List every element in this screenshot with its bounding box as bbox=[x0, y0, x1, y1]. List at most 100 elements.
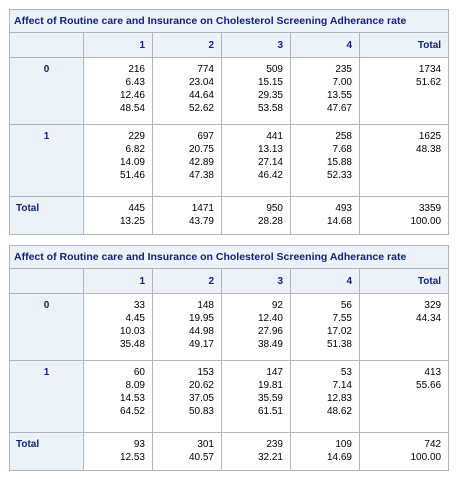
table-cell: 216 6.43 12.46 48.54 bbox=[83, 57, 153, 125]
cell-value: 51.38 bbox=[326, 339, 352, 350]
cell-value: 27.14 bbox=[257, 157, 283, 168]
column-header: 4 bbox=[290, 32, 360, 58]
table-row: 1 60 8.09 14.53 64.52 153 20.62 37.05 50.83 147 19… bbox=[9, 360, 450, 433]
cell-value: 15.88 bbox=[326, 157, 352, 168]
table-cell: 229 6.82 14.09 51.46 bbox=[83, 124, 153, 197]
table-cell: 509 15.15 29.35 53.58 bbox=[221, 57, 291, 125]
cell-value: 15.15 bbox=[257, 77, 283, 88]
cell-value: 53.58 bbox=[257, 103, 283, 114]
cell-value: 55.66 bbox=[416, 380, 442, 391]
column-header: 3 bbox=[221, 32, 291, 58]
cell-value: 23.04 bbox=[188, 77, 214, 88]
cell-value: 44.98 bbox=[188, 326, 214, 337]
cell-value: 44.34 bbox=[416, 313, 442, 324]
cell-value: 147 bbox=[266, 367, 283, 378]
cell-value: 7.00 bbox=[332, 77, 352, 88]
table-cell: 92 12.40 27.96 38.49 bbox=[221, 293, 291, 361]
cell-value: 441 bbox=[266, 131, 283, 142]
cell-value: 6.82 bbox=[125, 144, 145, 155]
cell-value: 445 bbox=[128, 203, 145, 214]
table-cell: 153 20.62 37.05 50.83 bbox=[152, 360, 222, 433]
cell-value: 12.40 bbox=[257, 313, 283, 324]
cell-value: 13.13 bbox=[257, 144, 283, 155]
cell-value: 29.35 bbox=[257, 90, 283, 101]
cell-value: 10.03 bbox=[119, 326, 145, 337]
cell-value: 301 bbox=[197, 439, 214, 450]
cell-value: 1625 bbox=[418, 131, 442, 142]
cell-value: 47.38 bbox=[188, 170, 214, 181]
cell-value: 20.75 bbox=[188, 144, 214, 155]
cell-value: 258 bbox=[335, 131, 352, 142]
table-row: 1 229 6.82 14.09 51.46 697 20.75 42.89 47.38 441 1… bbox=[9, 124, 450, 197]
cell-value: 239 bbox=[266, 439, 283, 450]
table-cell: 33 4.45 10.03 35.48 bbox=[83, 293, 153, 361]
table-row: Total 445 13.25 1471 43.79 950 28.28 493 14.68 33… bbox=[9, 196, 450, 235]
table-cell: 53 7.14 12.83 48.62 bbox=[290, 360, 360, 433]
cell-value: 49.17 bbox=[188, 339, 214, 350]
table-cell: 441 13.13 27.14 46.42 bbox=[221, 124, 291, 197]
cell-value: 92 bbox=[271, 300, 283, 311]
table-cell: 60 8.09 14.53 64.52 bbox=[83, 360, 153, 433]
cell-value: 40.57 bbox=[188, 452, 214, 463]
cell-value: 7.68 bbox=[332, 144, 352, 155]
cell-value: 14.69 bbox=[326, 452, 352, 463]
cell-value: 950 bbox=[266, 203, 283, 214]
cell-value: 32.21 bbox=[257, 452, 283, 463]
cell-value: 56 bbox=[340, 300, 352, 311]
row-header: 0 bbox=[9, 293, 84, 361]
table-cell: 109 14.69 bbox=[290, 432, 360, 471]
crosstab-table-1: Affect of Routine care and Insurance on … bbox=[8, 9, 450, 235]
table-title: Affect of Routine care and Insurance on … bbox=[8, 245, 450, 269]
table-row: 0 33 4.45 10.03 35.48 148 19.95 44.98 49.17 92 12.… bbox=[9, 293, 450, 361]
cell-value: 148 bbox=[197, 300, 214, 311]
cell-value: 3359 bbox=[418, 203, 442, 214]
cell-value: 12.53 bbox=[119, 452, 145, 463]
cell-value: 7.55 bbox=[332, 313, 352, 324]
column-header: Total bbox=[358, 268, 450, 294]
header-corner bbox=[9, 32, 84, 58]
cell-value: 46.42 bbox=[257, 170, 283, 181]
cell-value: 13.55 bbox=[326, 90, 352, 101]
cell-value: 44.64 bbox=[188, 90, 214, 101]
cell-value: 50.83 bbox=[188, 406, 214, 417]
cell-value: 329 bbox=[424, 300, 442, 311]
cell-value: 19.95 bbox=[188, 313, 214, 324]
table-cell: 301 40.57 bbox=[152, 432, 222, 471]
table-cell: 258 7.68 15.88 52.33 bbox=[290, 124, 360, 197]
crosstab-table-2: Affect of Routine care and Insurance on … bbox=[8, 245, 450, 471]
table-cell: 413 55.66 bbox=[358, 360, 450, 433]
cell-value: 4.45 bbox=[125, 313, 145, 324]
cell-value: 33 bbox=[133, 300, 145, 311]
cell-value: 1471 bbox=[191, 203, 214, 214]
cell-value: 17.02 bbox=[326, 326, 352, 337]
cell-value: 509 bbox=[266, 64, 283, 75]
column-header: 1 bbox=[83, 32, 153, 58]
column-header: 1 bbox=[83, 268, 153, 294]
table-cell: 1734 51.62 bbox=[358, 57, 450, 125]
cell-value: 12.46 bbox=[119, 90, 145, 101]
cell-value: 8.09 bbox=[125, 380, 145, 391]
table-cell: 239 32.21 bbox=[221, 432, 291, 471]
table-cell: 3359 100.00 bbox=[358, 196, 450, 235]
row-header: 0 bbox=[9, 57, 84, 125]
table-cell: 742 100.00 bbox=[358, 432, 450, 471]
cell-value: 51.46 bbox=[119, 170, 145, 181]
cell-value: 28.28 bbox=[257, 216, 283, 227]
cell-value: 37.05 bbox=[188, 393, 214, 404]
cell-value: 42.89 bbox=[188, 157, 214, 168]
cell-value: 48.38 bbox=[416, 144, 442, 155]
header-corner bbox=[9, 268, 84, 294]
cell-value: 38.49 bbox=[257, 339, 283, 350]
table-cell: 56 7.55 17.02 51.38 bbox=[290, 293, 360, 361]
cell-value: 413 bbox=[424, 367, 442, 378]
cell-value: 20.62 bbox=[188, 380, 214, 391]
table-cell: 1471 43.79 bbox=[152, 196, 222, 235]
cell-value: 216 bbox=[128, 64, 145, 75]
table-title: Affect of Routine care and Insurance on … bbox=[8, 9, 450, 33]
row-header: 1 bbox=[9, 360, 84, 433]
column-header: 2 bbox=[152, 32, 222, 58]
cell-value: 47.67 bbox=[326, 103, 352, 114]
cell-value: 153 bbox=[197, 367, 214, 378]
table-row: 0 216 6.43 12.46 48.54 774 23.04 44.64 52.62 509 1… bbox=[9, 57, 450, 125]
cell-value: 48.54 bbox=[119, 103, 145, 114]
